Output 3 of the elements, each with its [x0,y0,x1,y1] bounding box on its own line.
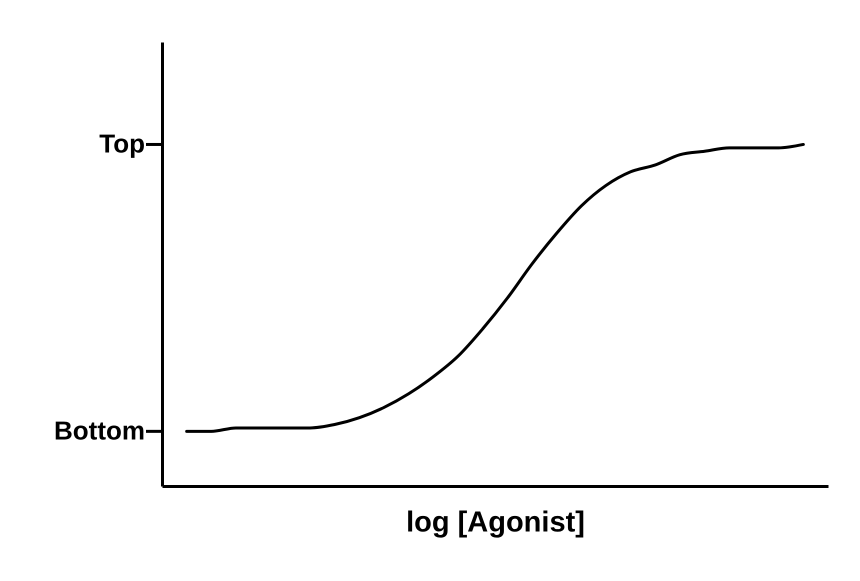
x-axis-title: log [Agonist] [406,506,585,538]
text: Top [99,128,145,158]
text: Bottom [54,415,145,446]
